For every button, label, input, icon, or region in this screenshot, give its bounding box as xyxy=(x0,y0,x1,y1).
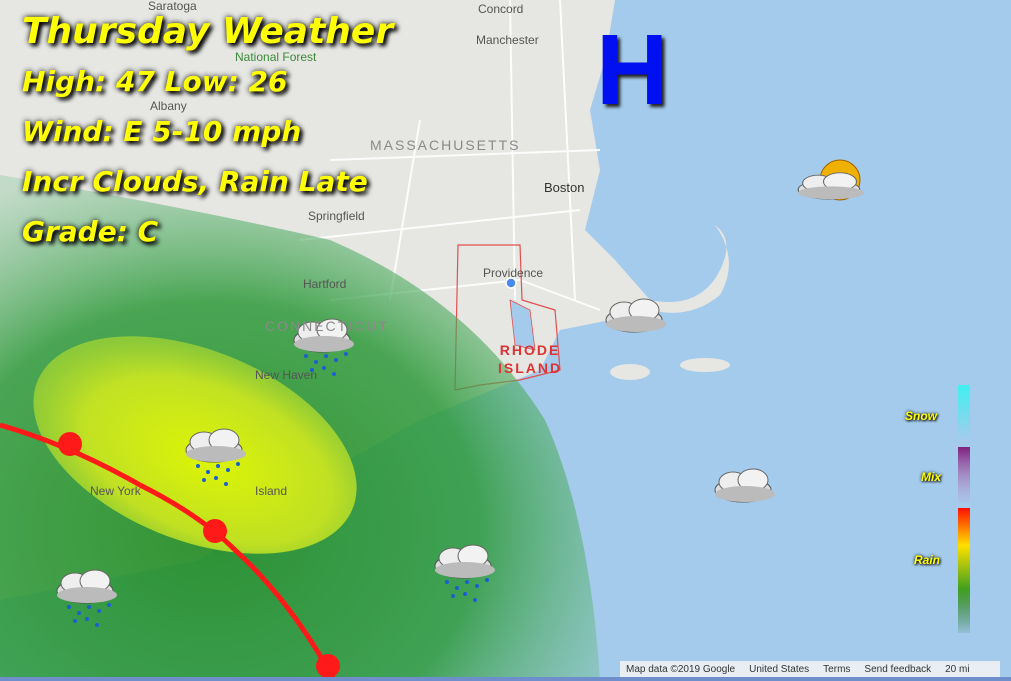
city-label: New York xyxy=(90,484,141,498)
city-label: Albany xyxy=(150,99,187,113)
map-data-attribution: Map data ©2019 Google xyxy=(626,663,736,675)
city-label: Manchester xyxy=(476,33,539,47)
region-link[interactable]: United States xyxy=(749,663,810,675)
cloud-icon xyxy=(605,298,667,333)
state-label: CONNECTICUT xyxy=(265,318,389,334)
front-marker xyxy=(203,519,227,543)
front-marker xyxy=(58,432,82,456)
legend-snow-bar xyxy=(958,385,970,440)
forecast-conditions: Incr Clouds, Rain Late xyxy=(22,165,368,198)
narragansett-bay xyxy=(509,299,536,351)
city-label: Hartford xyxy=(303,277,347,291)
forecast-grade: Grade: C xyxy=(22,215,159,248)
cape-cod xyxy=(650,225,729,313)
legend-mix-label: Mix xyxy=(921,470,942,484)
island xyxy=(680,358,730,372)
forest-label: National Forest xyxy=(235,50,317,64)
forecast-wind: Wind: E 5-10 mph xyxy=(22,115,302,148)
bottom-bar xyxy=(0,677,1011,681)
legend-rain-bar xyxy=(958,508,970,633)
city-label: Concord xyxy=(478,2,524,16)
scale-label[interactable]: 20 mi xyxy=(945,663,970,675)
terms-link[interactable]: Terms xyxy=(823,663,851,675)
map-footer: Map data ©2019 Google United States Term… xyxy=(620,661,1000,677)
city-label: Springfield xyxy=(308,209,365,223)
legend-mix-bar xyxy=(958,447,970,502)
sun-cloud-icon xyxy=(797,159,865,201)
send-feedback-link[interactable]: Send feedback xyxy=(864,663,932,675)
state-label-part: RHODE xyxy=(499,342,561,358)
legend-rain-label: Rain xyxy=(914,553,941,567)
forecast-title: Thursday Weather xyxy=(22,11,394,52)
forecast-temps: High: 47 Low: 26 xyxy=(22,65,288,98)
state-label-rhode-island: RHODE ISLAND xyxy=(498,341,562,377)
location-marker xyxy=(505,277,517,289)
city-label: Boston xyxy=(544,180,585,195)
high-pressure-label: H xyxy=(596,14,669,126)
legend-snow-label: Snow xyxy=(905,409,937,423)
cloud-icon xyxy=(714,468,776,503)
city-label: Providence xyxy=(483,266,544,280)
city-label: Saratoga xyxy=(148,0,197,13)
city-label: New Haven xyxy=(255,368,318,382)
state-label: MASSACHUSETTS xyxy=(370,137,521,153)
state-label-part: ISLAND xyxy=(498,360,563,376)
city-label: Island xyxy=(255,484,288,498)
front-marker xyxy=(316,654,340,678)
island xyxy=(610,364,650,380)
